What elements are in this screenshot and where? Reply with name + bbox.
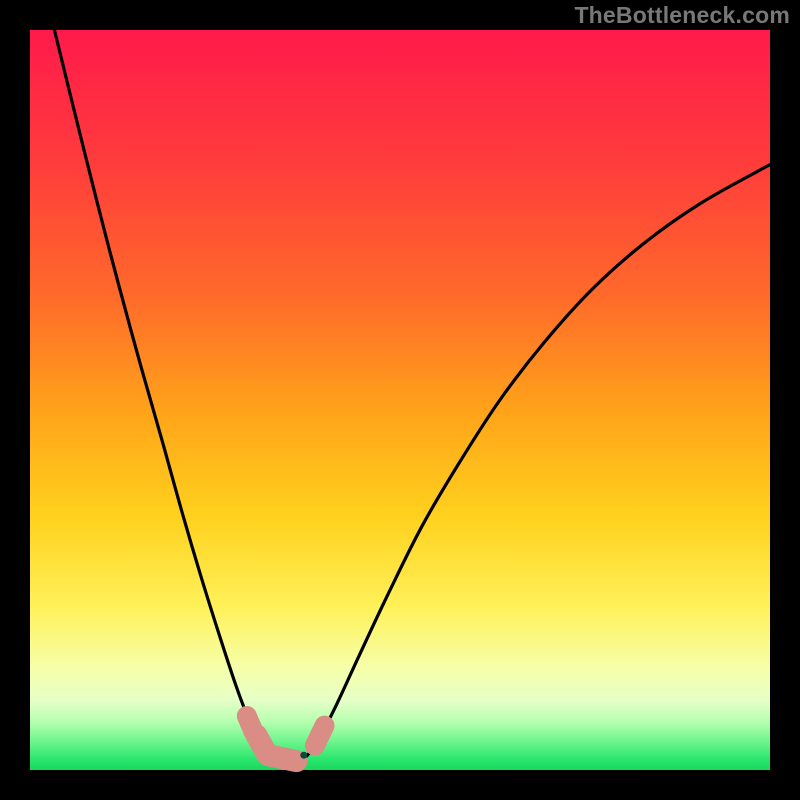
trough-marker-2 <box>268 755 296 761</box>
bottleneck-curve-chart <box>0 0 800 800</box>
chart-stage: TheBottleneck.com <box>0 0 800 800</box>
trough-marker-3 <box>315 726 325 746</box>
plot-area <box>30 30 770 770</box>
trough-center-dot <box>300 752 307 759</box>
watermark-text: TheBottleneck.com <box>574 2 790 29</box>
